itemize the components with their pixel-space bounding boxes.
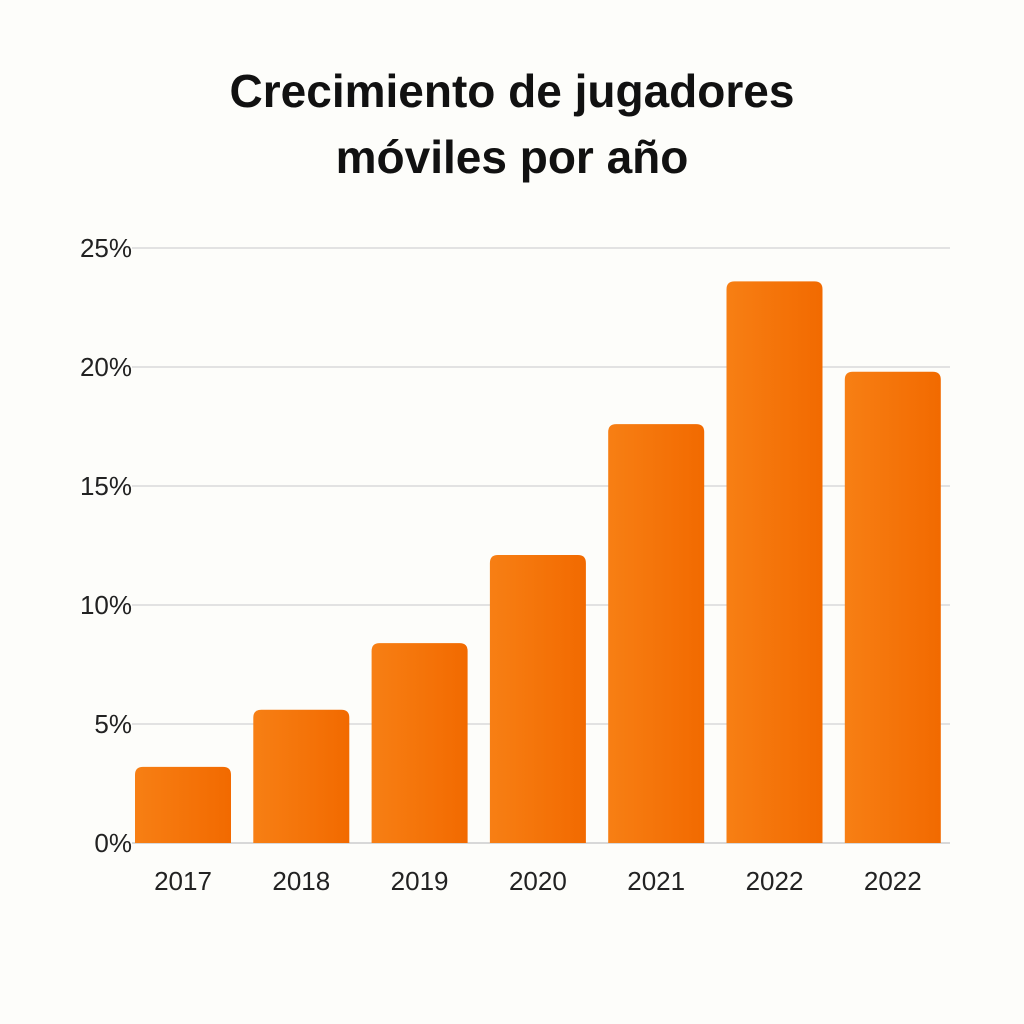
x-tick-label: 2022 bbox=[864, 866, 922, 896]
bar-2018-1 bbox=[253, 709, 350, 843]
chart-title: Crecimiento de jugadores móviles por año bbox=[0, 58, 1024, 190]
chart-title-line-2: móviles por año bbox=[335, 131, 689, 183]
chart-title-line-1: Crecimiento de jugadores bbox=[229, 65, 795, 117]
bar-2022-6 bbox=[844, 371, 941, 843]
y-tick-label: 10% bbox=[80, 590, 132, 620]
x-tick-label: 2020 bbox=[509, 866, 567, 896]
y-tick-label: 20% bbox=[80, 352, 132, 382]
tick-labels: 0% 5% 10% 15% 20% 25% 2017 2018 2019 2020 2021 2022… bbox=[80, 233, 922, 896]
bars bbox=[135, 281, 941, 843]
bar-2022-5 bbox=[726, 281, 823, 843]
y-tick-label: 15% bbox=[80, 471, 132, 501]
y-tick-label: 25% bbox=[80, 233, 132, 263]
y-tick-label: 0% bbox=[94, 828, 132, 858]
bar-2017-0 bbox=[135, 766, 231, 843]
x-tick-label: 2017 bbox=[154, 866, 212, 896]
x-tick-label: 2022 bbox=[746, 866, 804, 896]
bar-2019-2 bbox=[371, 643, 468, 843]
y-tick-label: 5% bbox=[94, 709, 132, 739]
bar-2020-3 bbox=[489, 555, 586, 843]
x-tick-label: 2021 bbox=[627, 866, 685, 896]
bar-2021-4 bbox=[608, 424, 705, 843]
x-tick-label: 2019 bbox=[391, 866, 449, 896]
x-tick-label: 2018 bbox=[272, 866, 330, 896]
